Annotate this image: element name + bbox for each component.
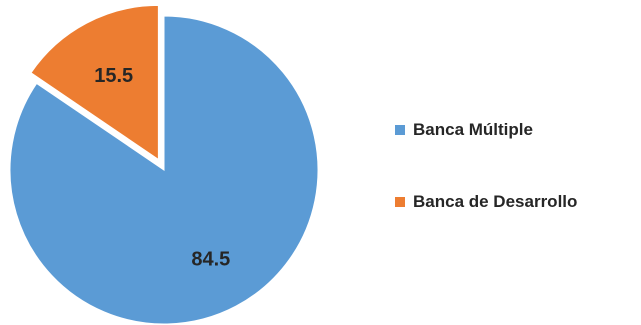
legend-item-banca-multiple[interactable]: Banca Múltiple [395, 120, 577, 140]
slice-banca-de-desarrollo[interactable] [30, 4, 159, 161]
legend-label-banca-de-desarrollo: Banca de Desarrollo [413, 192, 578, 211]
data-label-banca-de-desarrollo: 15.5 [94, 65, 133, 87]
legend-swatch-banca-multiple [395, 125, 405, 135]
legend-item-banca-de-desarrollo[interactable]: Banca de Desarrollo [395, 192, 577, 212]
slice-banca-multiple[interactable] [9, 15, 319, 325]
legend-label-banca-multiple: Banca Múltiple [413, 120, 533, 139]
data-label-banca-multiple: 84.5 [191, 248, 230, 270]
legend: Banca Múltiple Banca de Desarrollo [395, 120, 577, 264]
legend-swatch-banca-de-desarrollo [395, 197, 405, 207]
